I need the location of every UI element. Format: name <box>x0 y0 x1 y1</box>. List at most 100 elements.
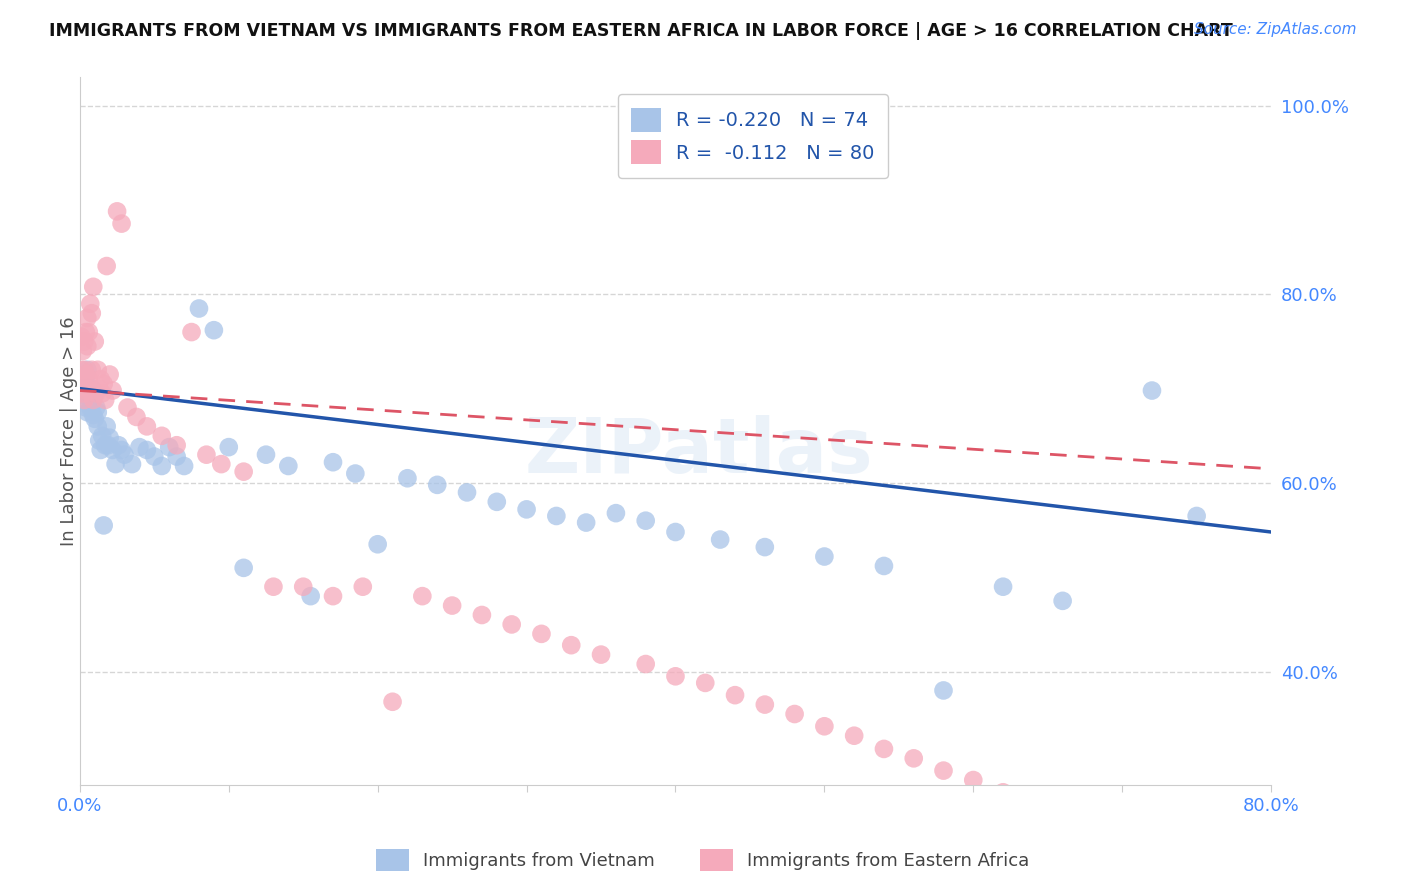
Point <box>83 412 105 426</box>
Point <box>1171 851 1194 865</box>
Point <box>1140 384 1163 398</box>
Point <box>322 589 344 603</box>
Point <box>218 440 240 454</box>
Point <box>94 392 117 407</box>
Point <box>143 450 166 464</box>
Point <box>90 442 112 457</box>
Point <box>232 561 254 575</box>
Point <box>166 438 188 452</box>
Point <box>91 386 114 401</box>
Point <box>1260 883 1282 892</box>
Point <box>82 384 104 398</box>
Point <box>80 306 103 320</box>
Point <box>232 465 254 479</box>
Point <box>396 471 419 485</box>
Point <box>105 204 128 219</box>
Point <box>150 429 173 443</box>
Point <box>77 325 100 339</box>
Point <box>754 540 776 554</box>
Point <box>471 607 494 622</box>
Point <box>1111 830 1133 844</box>
Point <box>634 657 657 671</box>
Point <box>101 442 124 457</box>
Point <box>262 580 284 594</box>
Point <box>110 217 132 231</box>
Point <box>75 382 97 396</box>
Point <box>77 372 100 386</box>
Point <box>77 382 100 396</box>
Point <box>73 363 96 377</box>
Point <box>110 442 132 457</box>
Point <box>277 458 299 473</box>
Point <box>456 485 478 500</box>
Point <box>114 448 136 462</box>
Point <box>75 370 97 384</box>
Point <box>76 339 98 353</box>
Point <box>173 458 195 473</box>
Point <box>83 386 105 401</box>
Point <box>299 589 322 603</box>
Point <box>87 419 110 434</box>
Point <box>76 363 98 377</box>
Point <box>76 405 98 419</box>
Point <box>135 442 157 457</box>
Point <box>75 325 97 339</box>
Point <box>426 478 449 492</box>
Y-axis label: In Labor Force | Age > 16: In Labor Force | Age > 16 <box>60 317 77 546</box>
Point <box>813 719 835 733</box>
Point <box>560 638 582 652</box>
Point <box>1081 817 1104 831</box>
Point <box>195 448 218 462</box>
Point <box>89 434 111 448</box>
Point <box>80 363 103 377</box>
Point <box>873 558 896 573</box>
Point <box>80 396 103 410</box>
Point <box>80 382 103 396</box>
Point <box>82 408 104 422</box>
Point <box>96 419 118 434</box>
Point <box>530 627 553 641</box>
Point <box>634 514 657 528</box>
Point <box>254 448 277 462</box>
Point <box>709 533 731 547</box>
Point <box>411 589 433 603</box>
Point <box>991 785 1014 799</box>
Point <box>84 386 107 401</box>
Point <box>87 405 110 419</box>
Point <box>1201 861 1223 875</box>
Point <box>754 698 776 712</box>
Point <box>157 440 180 454</box>
Point <box>813 549 835 564</box>
Point <box>166 450 188 464</box>
Point <box>485 495 508 509</box>
Point <box>381 695 404 709</box>
Point <box>1140 838 1163 853</box>
Point <box>695 676 717 690</box>
Point <box>72 372 94 386</box>
Point <box>76 310 98 325</box>
Point <box>664 669 686 683</box>
Point <box>844 729 866 743</box>
Point <box>344 467 367 481</box>
Point <box>72 372 94 386</box>
Point <box>82 392 104 407</box>
Text: ZIPatlas: ZIPatlas <box>524 416 873 490</box>
Point <box>93 376 115 391</box>
Point <box>79 386 101 401</box>
Legend: R = -0.220   N = 74, R =  -0.112   N = 80: R = -0.220 N = 74, R = -0.112 N = 80 <box>617 95 889 178</box>
Point <box>188 301 211 316</box>
Point <box>72 343 94 358</box>
Point <box>903 751 925 765</box>
Point <box>97 438 120 452</box>
Point <box>83 334 105 349</box>
Point <box>873 742 896 756</box>
Point <box>962 772 984 787</box>
Legend: Immigrants from Vietnam, Immigrants from Eastern Africa: Immigrants from Vietnam, Immigrants from… <box>370 842 1036 879</box>
Point <box>75 401 97 415</box>
Point <box>1230 874 1253 888</box>
Point <box>98 368 121 382</box>
Point <box>322 455 344 469</box>
Point <box>82 280 104 294</box>
Point <box>209 457 232 471</box>
Point <box>367 537 389 551</box>
